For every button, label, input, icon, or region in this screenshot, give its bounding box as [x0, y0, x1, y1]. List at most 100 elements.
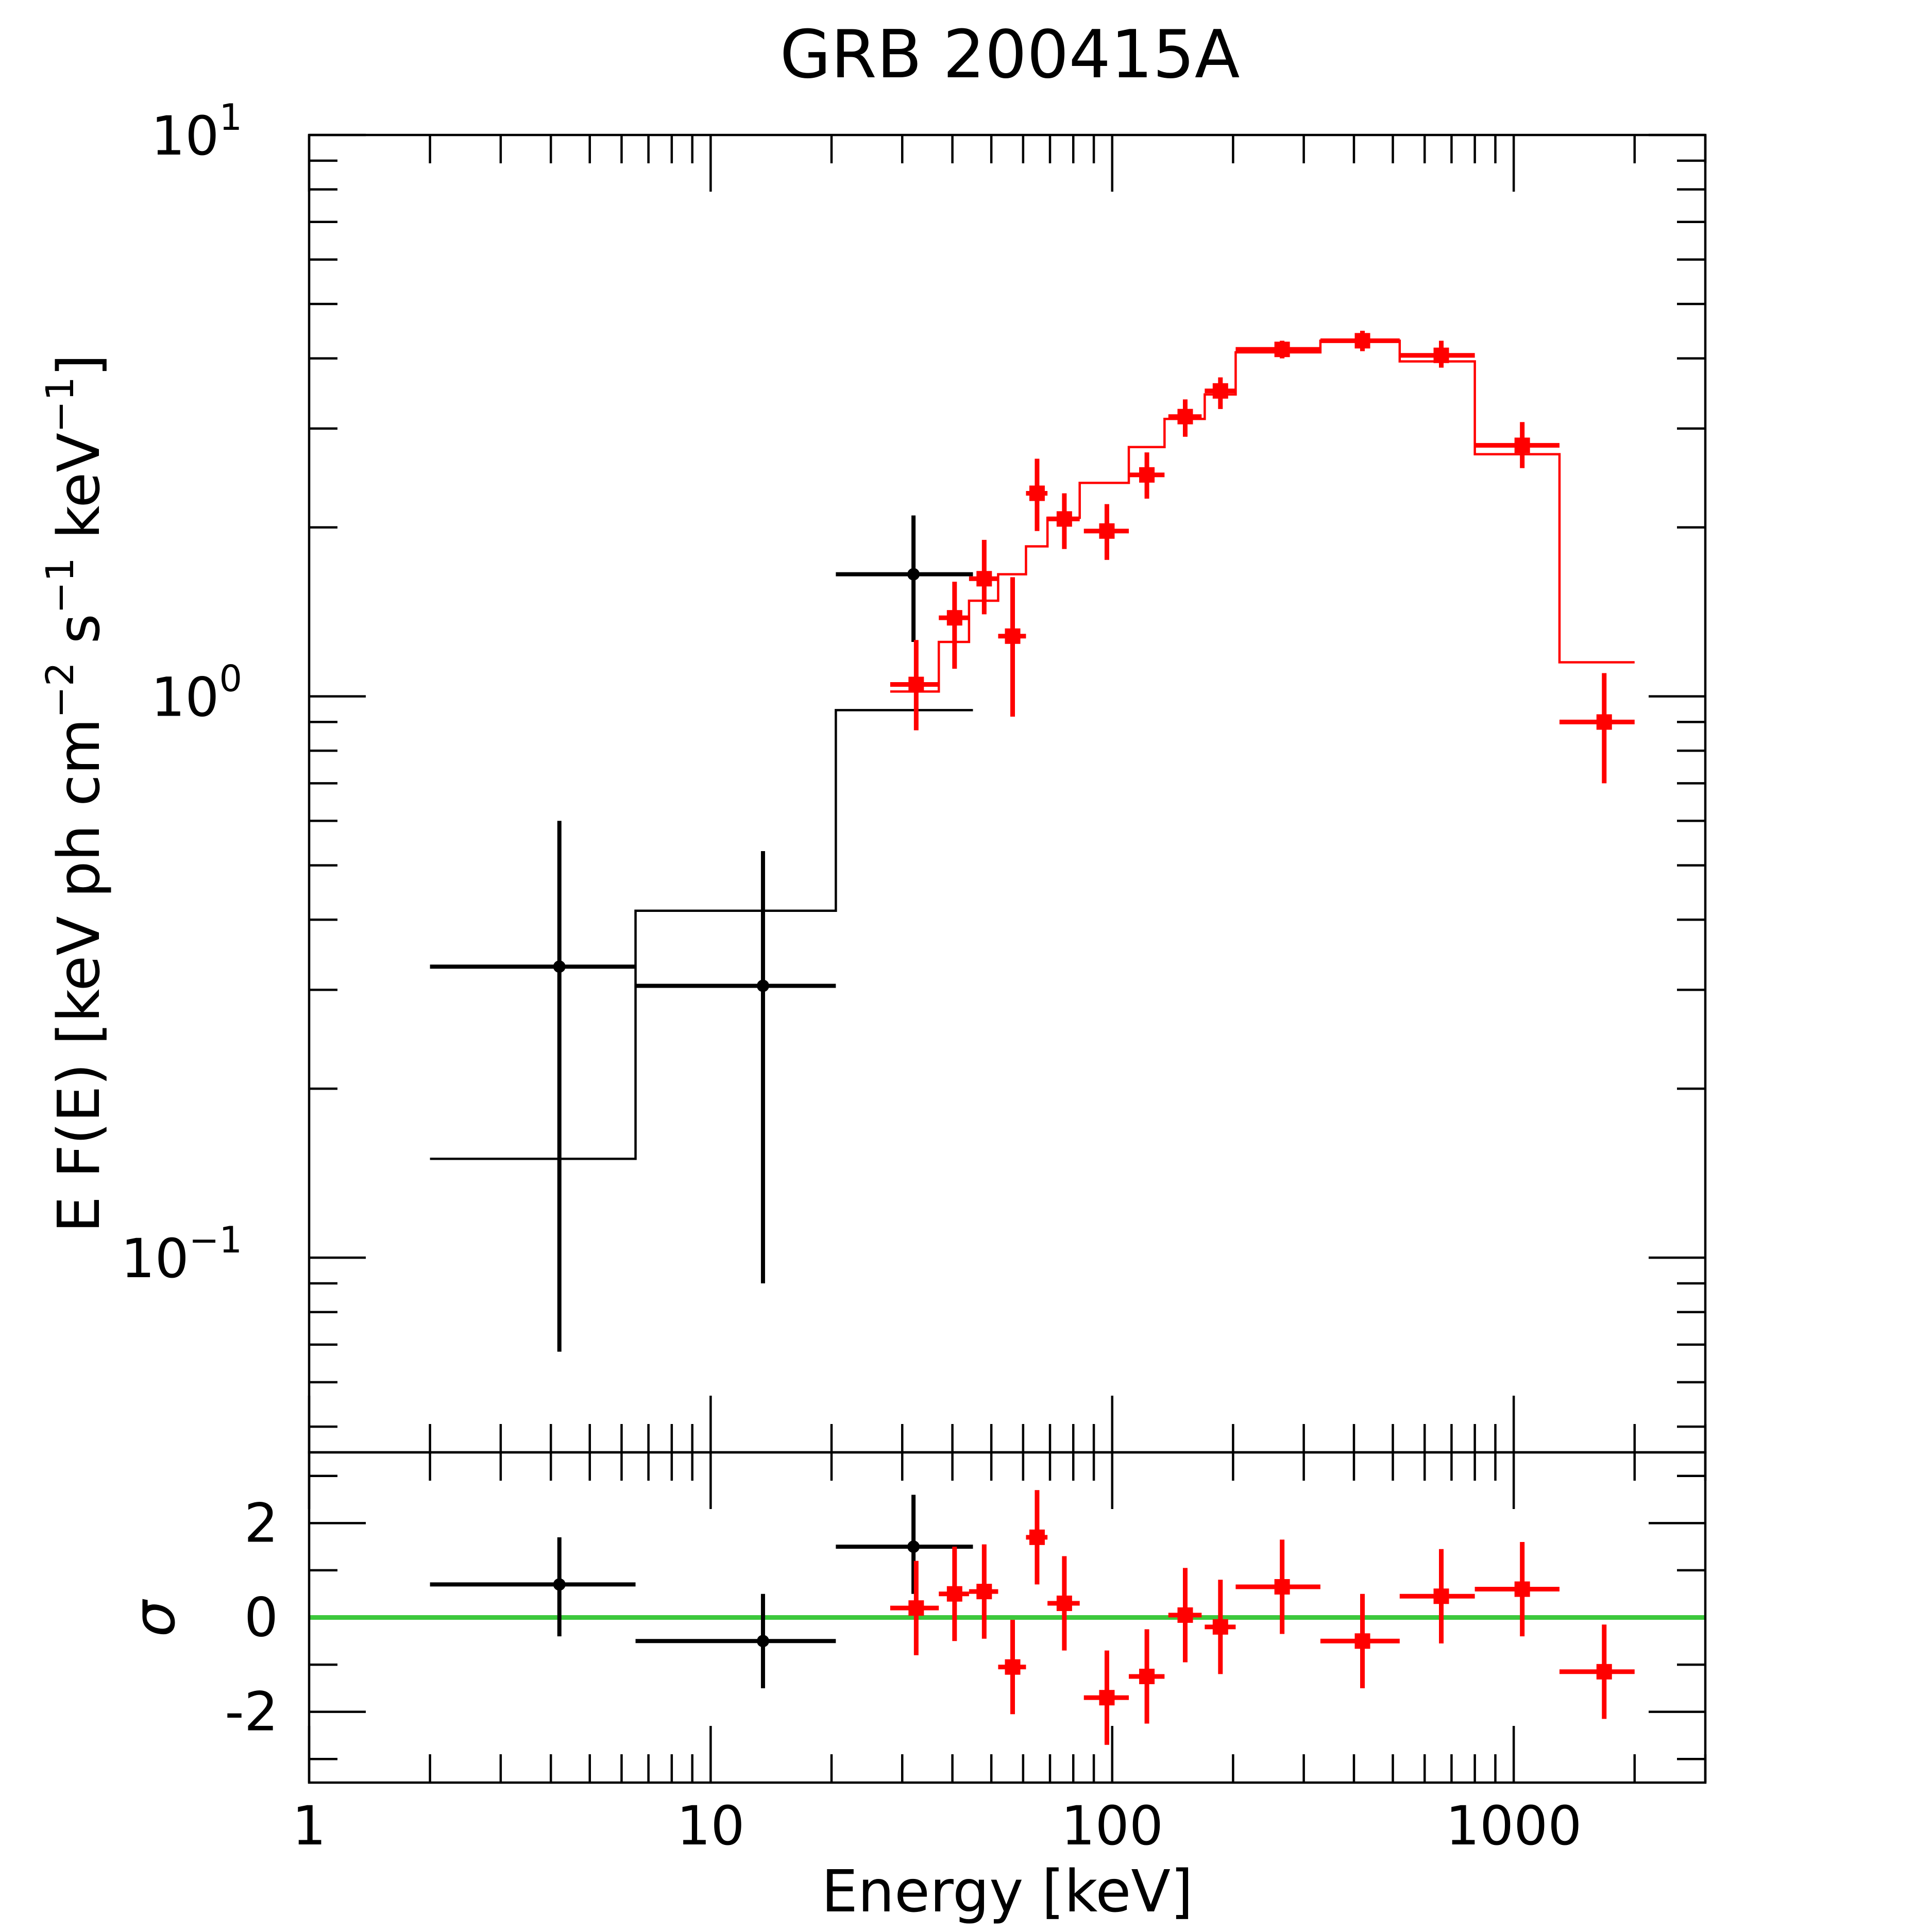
chart-title: GRB 200415A: [780, 16, 1240, 93]
residual-marker: [553, 1578, 566, 1591]
marker: [1056, 511, 1072, 527]
data-point-gbm: [1205, 377, 1236, 409]
marker: [908, 676, 924, 692]
y-label-sup3: −1: [38, 377, 82, 433]
residual-marker: [1056, 1596, 1072, 1612]
x-axis-label: Energy [keV]: [821, 1858, 1193, 1925]
residual-point-gbm: [969, 1544, 998, 1639]
residual-marker: [1212, 1619, 1228, 1635]
data-point-gbm: [969, 539, 998, 615]
y-tick-label-spectrum: 101: [151, 96, 242, 167]
marker: [907, 568, 920, 581]
x-tick-label: 100: [1061, 1794, 1164, 1857]
marker: [553, 960, 566, 973]
residual-marker: [1514, 1581, 1530, 1597]
residual-point-gbm: [1559, 1624, 1635, 1719]
data-point-gbm: [1168, 399, 1202, 437]
data-point-gbm: [1235, 341, 1320, 359]
residual-point-gbm: [1205, 1580, 1236, 1674]
y-axis-label-spectrum: E F(E) [keV ph cm−2 s−1 keV−1]: [38, 354, 113, 1233]
residual-marker: [756, 1635, 769, 1648]
marker: [756, 979, 769, 992]
data-point-gbm: [1047, 493, 1080, 549]
data-point-gbm: [1129, 452, 1165, 499]
data-point-gbm: [1399, 341, 1475, 368]
model-step-bat: [430, 709, 973, 1160]
tick-exponent: 0: [219, 658, 242, 700]
y-tick-label-residual: 0: [244, 1586, 278, 1649]
residual-panel-data: [430, 1490, 1635, 1745]
data-point-gbm: [890, 640, 939, 731]
tick-exponent: 1: [219, 96, 242, 139]
residual-point-bat: [836, 1495, 973, 1594]
tick-exponent: −1: [189, 1219, 242, 1261]
y-label-tail: keV: [46, 433, 113, 557]
residual-marker: [907, 1540, 920, 1553]
marker: [1514, 437, 1530, 453]
residual-point-gbm: [1083, 1650, 1129, 1745]
data-point-gbm: [1475, 422, 1560, 468]
residual-point-gbm: [1168, 1568, 1202, 1663]
spectrum-panel-ticks: [308, 133, 1707, 1452]
tick-base: 10: [151, 105, 219, 167]
marker: [1212, 383, 1228, 399]
tick-base: 10: [121, 1227, 189, 1290]
y-label-lead: E F(E) [keV ph cm: [46, 718, 113, 1233]
residual-point-gbm: [1235, 1539, 1320, 1634]
data-point-gbm: [1026, 459, 1048, 531]
residual-marker: [908, 1600, 924, 1616]
y-tick-label-residual: -2: [225, 1681, 278, 1743]
marker: [1274, 342, 1290, 358]
y-label-close: ]: [46, 354, 113, 377]
y-tick-label-spectrum: 100: [151, 658, 242, 729]
residual-marker: [1274, 1579, 1290, 1595]
spectrum-panel-models: [430, 340, 1635, 1160]
data-point-bat: [430, 821, 636, 1352]
data-point-gbm: [939, 582, 969, 669]
y-tick-label-residual: 2: [244, 1492, 278, 1554]
residual-point-gbm: [1026, 1490, 1048, 1585]
x-tick-label: 1000: [1446, 1794, 1582, 1857]
y-label-sup1: −2: [38, 662, 82, 718]
marker: [1354, 333, 1370, 349]
data-point-gbm: [1320, 330, 1400, 351]
residual-point-gbm: [939, 1547, 969, 1641]
y-tick-label-spectrum: 10−1: [121, 1219, 242, 1290]
residual-panel-ticks: [308, 1452, 1707, 1783]
residual-marker: [1596, 1664, 1612, 1680]
residual-marker: [1029, 1529, 1045, 1545]
residual-marker: [1177, 1607, 1193, 1623]
residual-marker: [1433, 1588, 1449, 1604]
residual-marker: [976, 1584, 992, 1600]
marker: [1099, 523, 1115, 539]
residual-marker: [1005, 1659, 1021, 1675]
residual-point-gbm: [890, 1561, 939, 1655]
residual-marker: [946, 1586, 962, 1602]
x-tick-labels: 1 10 100 1000: [292, 1794, 1582, 1857]
residual-point-gbm: [1047, 1556, 1080, 1651]
data-point-gbm: [998, 577, 1026, 717]
residual-point-gbm: [1129, 1629, 1165, 1724]
tick-base: 10: [151, 666, 219, 729]
marker: [1139, 467, 1155, 483]
spectrum-panel-data: [430, 330, 1635, 1352]
residual-panel: 2 0 -2: [225, 1451, 1707, 1784]
y-label-mid: s: [46, 614, 113, 662]
x-tick-label: 10: [676, 1794, 744, 1857]
data-point-bat: [635, 851, 836, 1284]
model-step-gbm: [890, 340, 1635, 693]
residual-point-bat: [430, 1537, 636, 1637]
y-axis-label-residual: σ: [121, 1599, 188, 1637]
residual-marker: [1139, 1668, 1155, 1684]
residual-panel-frame: [308, 1451, 1707, 1784]
residual-marker: [1099, 1690, 1115, 1706]
data-point-gbm: [1559, 673, 1635, 784]
marker: [946, 610, 962, 626]
data-point-bat: [836, 515, 973, 642]
y-label-sup2: −1: [38, 557, 82, 614]
residual-panel-y-tick-labels: 2 0 -2: [225, 1492, 278, 1743]
marker: [1029, 485, 1045, 501]
